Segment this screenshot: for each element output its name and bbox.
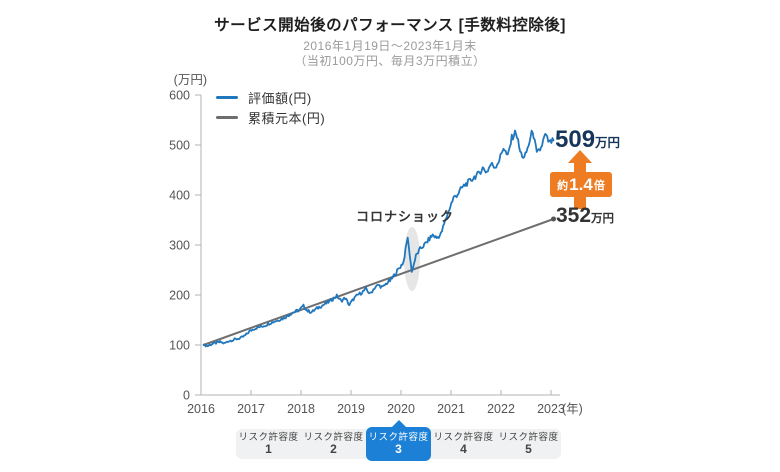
x-tick-label: 2016 bbox=[187, 402, 215, 416]
legend-swatch bbox=[216, 116, 238, 119]
multiplier-suffix: 倍 bbox=[593, 179, 605, 192]
y-tick-label: 300 bbox=[169, 239, 190, 253]
y-tick-label: 100 bbox=[169, 339, 190, 353]
principal-number: 352 bbox=[556, 204, 592, 227]
x-tick-label: 2022 bbox=[487, 402, 515, 416]
tab-number: 5 bbox=[525, 442, 532, 456]
tab-label: リスク許容度 bbox=[433, 432, 494, 443]
up-arrow-icon bbox=[568, 150, 592, 163]
risk-tolerance-tabbar: リスク許容度 1 リスク許容度 2 リスク許容度 3 リスク許容度 4 リスク許容度 5 bbox=[236, 420, 561, 461]
active-tab-pointer-icon bbox=[391, 420, 406, 427]
tab-risk-tolerance-5[interactable]: リスク許容度 5 bbox=[496, 429, 561, 459]
valuation-line bbox=[202, 129, 555, 348]
tab-number: 2 bbox=[330, 442, 337, 456]
y-tick-label: 500 bbox=[169, 139, 190, 153]
tab-label: リスク許容度 bbox=[303, 432, 364, 443]
x-axis-unit-label: (年) bbox=[562, 402, 583, 416]
x-tick-label: 2023 bbox=[537, 402, 565, 416]
y-tick-label: 200 bbox=[169, 289, 190, 303]
tab-label: リスク許容度 bbox=[238, 432, 299, 443]
principal-unit: 万円 bbox=[591, 213, 615, 225]
corona-highlight-ellipse bbox=[404, 227, 420, 291]
multiplier-prefix: 約 bbox=[557, 179, 569, 192]
principal-line-endpoint bbox=[551, 216, 556, 222]
legend-label: 評価額(円) bbox=[248, 91, 312, 106]
corona-shock-annotation: コロナショック bbox=[356, 209, 455, 224]
tab-number: 1 bbox=[265, 442, 272, 456]
tab-risk-tolerance-4[interactable]: リスク許容度 4 bbox=[431, 429, 496, 459]
multiplier-value: 1.4 bbox=[569, 174, 593, 194]
tab-label: リスク許容度 bbox=[498, 432, 559, 443]
subtitle-period: 2016年1月19日〜2023年1月末 bbox=[303, 39, 477, 53]
legend-item-1: 累積元本(円) bbox=[216, 109, 325, 126]
subtitle-condition: （当初100万円、毎月3万円積立） bbox=[294, 54, 486, 68]
valuation-number: 509 bbox=[555, 126, 596, 153]
chart-legend: 評価額(円) 累積元本(円) bbox=[216, 89, 325, 129]
multiplier-badge: 約 1.4 倍 bbox=[550, 172, 612, 197]
tab-label: リスク許容度 bbox=[368, 432, 429, 443]
x-tick-label: 2018 bbox=[287, 402, 315, 416]
tab-number: 3 bbox=[395, 442, 402, 456]
principal-callout: 352万円 bbox=[556, 204, 614, 228]
legend-swatch bbox=[216, 96, 238, 99]
y-axis-unit-label: (万円) bbox=[174, 73, 207, 87]
x-tick-label: 2017 bbox=[237, 402, 265, 416]
y-tick-label: 400 bbox=[169, 189, 190, 203]
y-tick-label: 600 bbox=[169, 89, 190, 103]
valuation-callout: 509万円 bbox=[555, 126, 620, 154]
tab-risk-tolerance-2[interactable]: リスク許容度 2 bbox=[301, 429, 366, 459]
valuation-unit: 万円 bbox=[595, 136, 621, 150]
tab-number: 4 bbox=[460, 442, 467, 456]
legend-item-0: 評価額(円) bbox=[216, 89, 325, 106]
x-tick-label: 2019 bbox=[337, 402, 365, 416]
page-title: サービス開始後のパフォーマンス [手数料控除後] bbox=[214, 17, 566, 34]
legend-label: 累積元本(円) bbox=[248, 111, 326, 126]
y-tick-label: 0 bbox=[183, 389, 190, 403]
tab-risk-tolerance-1[interactable]: リスク許容度 1 bbox=[236, 429, 301, 459]
x-tick-label: 2021 bbox=[437, 402, 465, 416]
principal-line bbox=[203, 218, 554, 346]
tab-risk-tolerance-3[interactable]: リスク許容度 3 bbox=[366, 420, 431, 461]
x-tick-label: 2020 bbox=[387, 402, 415, 416]
